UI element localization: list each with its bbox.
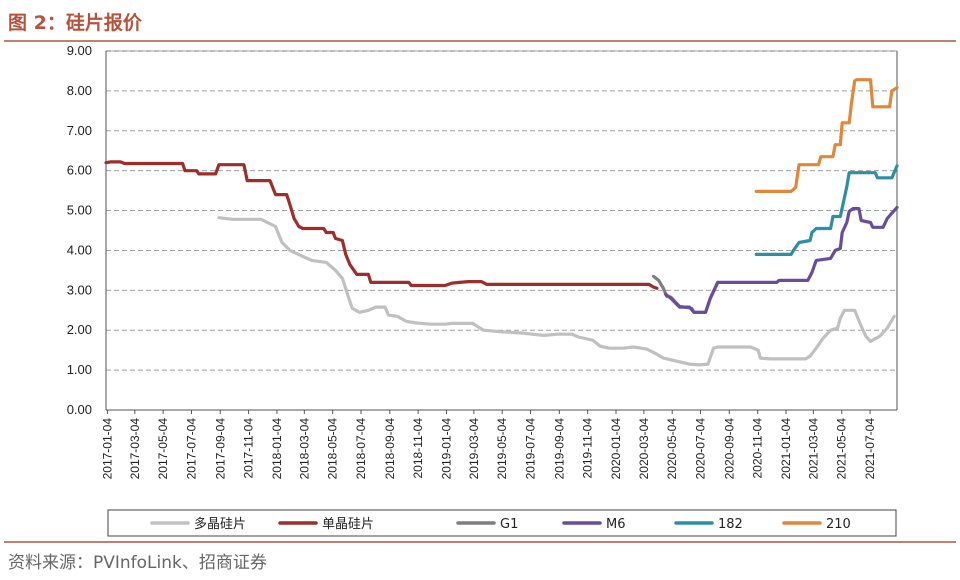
x-tick-label: 2020-03-04 bbox=[637, 418, 651, 480]
legend-label: M6 bbox=[606, 517, 626, 532]
y-tick-label: 8.00 bbox=[67, 83, 92, 98]
title-divider bbox=[4, 40, 956, 42]
series-lines bbox=[104, 78, 899, 367]
y-tick-label: 0.00 bbox=[67, 402, 92, 417]
x-tick-label: 2021-03-04 bbox=[806, 418, 820, 480]
x-tick-label: 2020-07-04 bbox=[694, 418, 708, 480]
x-tick-label: 2017-05-04 bbox=[156, 418, 170, 480]
x-tick-label: 2018-03-04 bbox=[297, 418, 311, 480]
legend: 多晶硅片 单晶硅片 G1 M6 182 210 bbox=[107, 509, 897, 537]
y-tick-label: 2.00 bbox=[67, 322, 92, 337]
x-tick-label: 2020-09-04 bbox=[722, 418, 736, 480]
axes bbox=[105, 50, 898, 411]
series-line bbox=[754, 78, 899, 193]
x-tick-label: 2017-09-04 bbox=[213, 418, 227, 480]
x-tick-label: 2019-11-04 bbox=[581, 418, 595, 479]
legend-label: 182 bbox=[718, 517, 743, 532]
y-tick-label: 9.00 bbox=[67, 43, 92, 58]
x-tick-label: 2020-01-04 bbox=[609, 418, 623, 480]
series-line bbox=[104, 160, 659, 290]
y-tick-label: 4.00 bbox=[67, 242, 92, 257]
x-tick-label: 2019-09-04 bbox=[552, 418, 566, 480]
source-note: 资料来源：PVInfoLink、招商证券 bbox=[8, 553, 267, 573]
y-tick-label: 3.00 bbox=[67, 282, 92, 297]
grid-lines bbox=[106, 50, 897, 371]
legend-label: 单晶硅片 bbox=[322, 517, 374, 532]
legend-box bbox=[107, 509, 897, 537]
x-tick-label: 2021-07-04 bbox=[863, 418, 877, 480]
x-tick-label: 2021-05-04 bbox=[835, 418, 849, 480]
x-axis-ticks: 2017-01-04 2017-03-04 2017-05-04 2017-07-04… bbox=[100, 410, 877, 479]
x-tick-label: 2019-03-04 bbox=[467, 418, 481, 480]
x-tick-label: 2021-01-04 bbox=[779, 418, 793, 480]
x-tick-label: 2019-07-04 bbox=[524, 418, 538, 480]
x-tick-label: 2018-09-04 bbox=[383, 418, 397, 480]
y-tick-label: 1.00 bbox=[67, 362, 92, 377]
x-tick-label: 2018-05-04 bbox=[326, 418, 340, 480]
x-tick-label: 2019-01-04 bbox=[439, 418, 453, 480]
series-line bbox=[754, 164, 899, 256]
x-tick-label: 2020-05-04 bbox=[665, 418, 679, 480]
series-line bbox=[664, 205, 899, 314]
x-tick-label: 2017-11-04 bbox=[242, 418, 256, 479]
x-tick-label: 2017-01-04 bbox=[100, 418, 114, 480]
x-tick-label: 2019-05-04 bbox=[495, 418, 509, 480]
y-tick-label: 5.00 bbox=[67, 203, 92, 218]
y-axis-ticks: 0.00 1.00 2.00 3.00 4.00 5.00 6.00 7.00 8.00 9.00 bbox=[67, 43, 92, 417]
x-tick-label: 2017-03-04 bbox=[128, 418, 142, 480]
figure-title: 图 2：硅片报价 bbox=[8, 12, 142, 34]
y-tick-label: 6.00 bbox=[67, 163, 92, 178]
x-tick-label: 2020-11-04 bbox=[751, 418, 765, 479]
legend-label: 多晶硅片 bbox=[194, 516, 246, 532]
x-tick-label: 2018-01-04 bbox=[270, 418, 284, 480]
y-tick-label: 7.00 bbox=[67, 123, 92, 138]
x-tick-label: 2017-07-04 bbox=[184, 418, 198, 480]
legend-label: G1 bbox=[500, 517, 518, 532]
x-tick-label: 2018-11-04 bbox=[411, 418, 425, 479]
x-tick-label: 2018-07-04 bbox=[354, 418, 368, 480]
series-line bbox=[217, 216, 896, 367]
legend-label: 210 bbox=[826, 517, 851, 532]
source-divider bbox=[4, 541, 956, 543]
